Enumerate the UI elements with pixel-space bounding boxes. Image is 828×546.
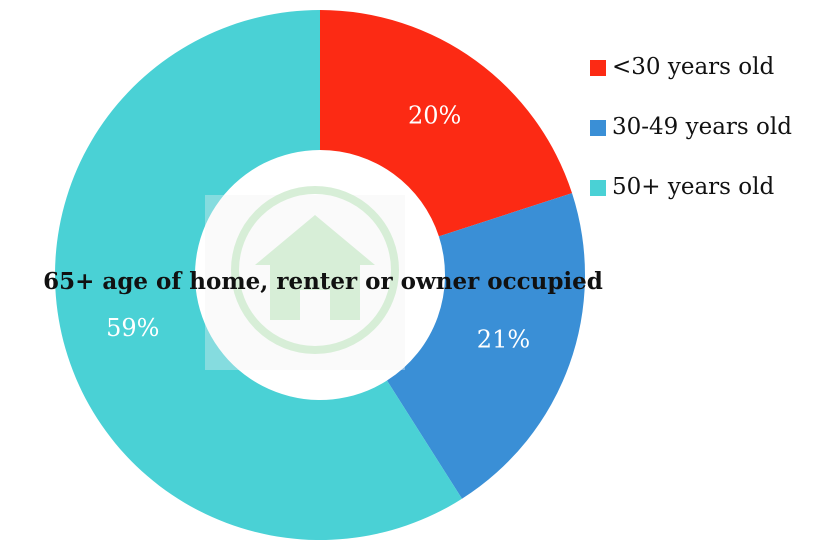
legend-swatch bbox=[590, 60, 606, 76]
watermark bbox=[205, 186, 405, 370]
legend-label: <30 years old bbox=[612, 54, 774, 80]
slices bbox=[54, 10, 585, 540]
data-label: 59% bbox=[106, 314, 159, 342]
legend-label: 50+ years old bbox=[612, 174, 774, 200]
donut-slice bbox=[54, 10, 462, 540]
chart-title: 65+ age of home, renter or owner occupie… bbox=[43, 268, 603, 295]
watermark-house bbox=[255, 215, 375, 320]
watermark-ring bbox=[231, 186, 399, 354]
legend-label: 30-49 years old bbox=[612, 114, 792, 140]
data-label: 21% bbox=[477, 326, 530, 354]
watermark-box bbox=[205, 195, 405, 370]
donut-slice bbox=[386, 193, 585, 499]
donut-slice bbox=[320, 10, 573, 237]
legend-swatch bbox=[590, 180, 606, 196]
labels: 20% 21% 59% bbox=[106, 102, 530, 354]
legend: <30 years old 30-49 years old 50+ years ol… bbox=[590, 54, 792, 200]
legend-swatch bbox=[590, 120, 606, 136]
data-label: 20% bbox=[408, 102, 461, 130]
